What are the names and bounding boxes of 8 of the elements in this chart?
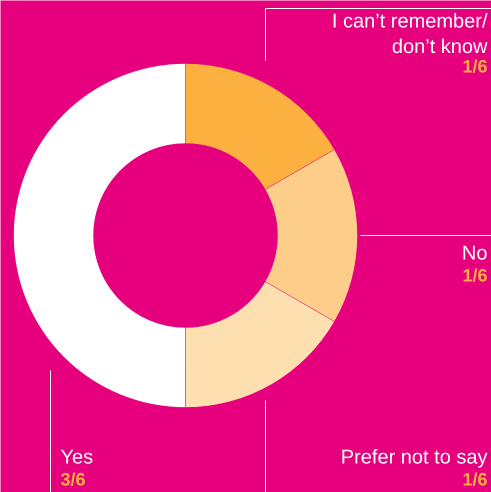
slice-label: No (462, 242, 488, 264)
slice-label: I can’t remember/don’t know (332, 10, 488, 58)
data-label: 3/6 (60, 470, 86, 490)
slice-label: Yes (60, 446, 94, 468)
data-label: 1/6 (462, 470, 488, 490)
data-label: 1/6 (462, 56, 488, 76)
slice-label: Prefer not to say (340, 446, 488, 468)
data-label: 1/6 (462, 266, 488, 286)
